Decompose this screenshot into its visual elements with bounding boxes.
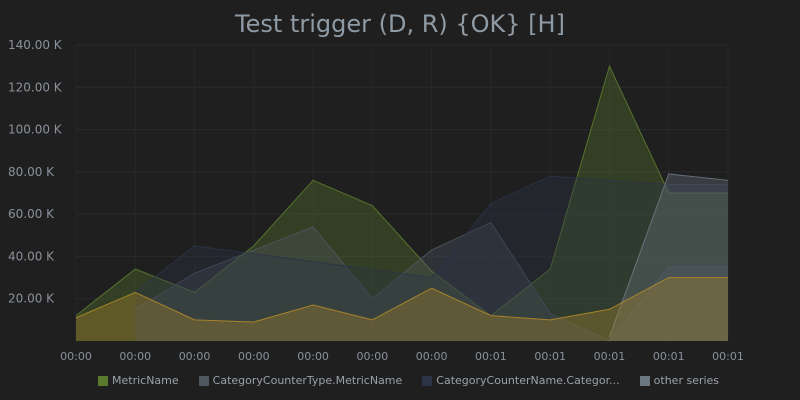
series-line-0 [75,64,728,317]
y-tick-label: 100.00 K [8,123,63,137]
y-tick-label: 40.00 K [8,249,55,263]
x-tick-label: 00:01 [594,350,626,363]
x-tick-label: 00:00 [60,350,92,363]
series-area-0 [76,66,728,342]
x-tick-label: 00:00 [297,350,329,363]
legend-item[interactable]: MetricName [98,374,179,387]
legend-swatch [198,375,209,386]
series-area-4 [76,277,728,341]
x-tick-label: 00:01 [475,350,507,363]
legend-label: other series [653,374,720,387]
chart-title: Test trigger (D, R) {OK} [H] [235,10,565,38]
series-area-2 [135,176,729,341]
grid [75,44,729,341]
legend-swatch [98,375,108,386]
legend-item[interactable]: CategoryCounterType.MetricName [198,374,403,387]
series-line-4 [75,277,728,323]
x-tick-label: 00:00 [357,350,389,363]
y-tick-label: 120.00 K [8,80,63,94]
x-tick-label: 00:00 [179,350,211,363]
series-line-2 [134,175,728,293]
legend-label: CategoryCounterType.MetricName [212,374,403,387]
x-tick-label: 00:00 [119,350,151,363]
legend-label: CategoryCounterName.Categor... [436,374,620,387]
y-tick-label: 80.00 K [8,165,55,179]
legend: MetricName CategoryCounterType.MetricName… [98,374,739,387]
y-tick-label: 20.00 K [8,292,55,306]
legend-swatch [639,375,650,386]
x-axis: 00:00 00:00 00:00 00:00 00:00 00:00 00:00 00:01… [60,350,744,363]
legend-label: MetricName [112,374,179,387]
series-areas [75,64,729,342]
series-area-3 [609,173,728,341]
x-tick-label: 00:00 [416,350,448,363]
y-tick-label: 140.00 K [8,38,63,52]
series-line-1 [135,221,728,342]
x-tick-label: 00:01 [534,350,566,363]
x-tick-label: 00:01 [653,350,685,363]
series-line-3 [608,173,729,337]
x-tick-label: 00:01 [712,350,744,363]
legend-item[interactable]: CategoryCounterName.Categor... [422,374,620,387]
y-axis: 20.00 K 40.00 K 60.00 K 80.00 K 100.00 K 120.… [8,38,63,306]
y-tick-label: 60.00 K [8,207,55,221]
series-area-1 [135,222,729,341]
legend-swatch [422,375,433,386]
legend-item[interactable]: other series [639,374,720,387]
x-tick-label: 00:00 [238,350,270,363]
